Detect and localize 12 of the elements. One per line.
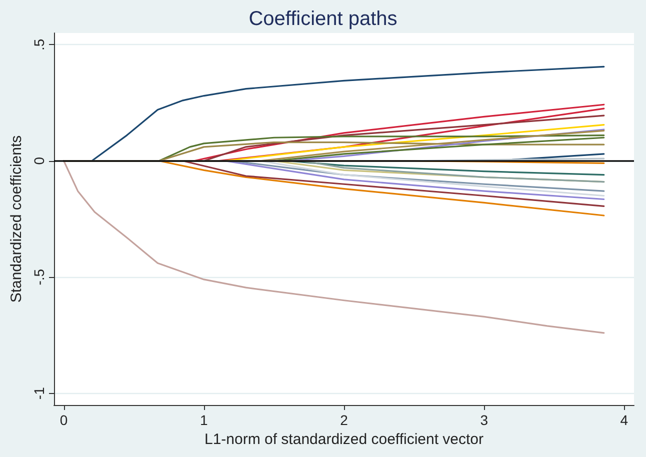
y-tick-label: 0 — [31, 156, 47, 165]
x-axis-title: L1-norm of standardized coefficient vector — [204, 430, 484, 448]
y-tick-label: -.5 — [31, 268, 47, 286]
chart-title: Coefficient paths — [248, 8, 398, 30]
x-tick-label: 1 — [200, 412, 208, 428]
y-tick-label: .5 — [31, 38, 47, 50]
x-tick-label: 3 — [480, 412, 488, 428]
x-tick-label: 0 — [60, 412, 68, 428]
x-tick-label: 2 — [340, 412, 348, 428]
y-axis-title: Standardized coefficients — [8, 135, 25, 303]
y-tick-label: -1 — [31, 386, 47, 400]
x-tick-label: 4 — [620, 412, 628, 428]
